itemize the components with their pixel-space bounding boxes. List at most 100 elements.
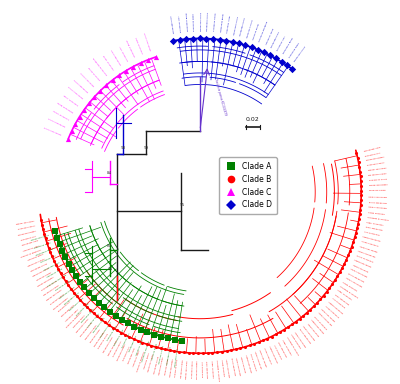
Text: KV340012 China: KV340012 China [175, 359, 179, 377]
Text: MZ231760 China: MZ231760 China [261, 349, 268, 367]
Text: MZ317641 China: MZ317641 China [296, 331, 307, 346]
Point [345, 252, 352, 258]
Point [357, 207, 364, 213]
Point [223, 38, 229, 44]
Point [358, 202, 364, 208]
Point [219, 349, 225, 355]
Text: KX000076 Mongolia: KX000076 Mongolia [47, 275, 66, 287]
Text: MT095486 China: MT095486 China [349, 271, 365, 281]
Point [94, 313, 101, 319]
Text: MZ317642 China: MZ317642 China [237, 357, 242, 375]
Text: MZ231760 China: MZ231760 China [294, 46, 306, 62]
Text: AB000001 Japan: AB000001 Japan [366, 220, 384, 224]
Text: EU440001 USA: EU440001 USA [202, 361, 204, 377]
Point [38, 217, 44, 223]
Text: MH433310 Brazil: MH433310 Brazil [114, 329, 124, 346]
Point [204, 350, 211, 356]
Point [203, 35, 210, 41]
Point [52, 228, 58, 234]
Point [91, 94, 98, 100]
Text: MH433310 Brazil: MH433310 Brazil [197, 361, 198, 379]
Text: KY460000 Spain: KY460000 Spain [194, 13, 195, 31]
Text: MN451340 Brazil: MN451340 Brazil [94, 331, 105, 347]
Text: FJ000034 Korea: FJ000034 Korea [253, 23, 260, 40]
Point [353, 230, 359, 236]
Text: KV340012 China: KV340012 China [214, 13, 217, 31]
Text: 99: 99 [144, 146, 149, 150]
Text: KY460000 Spain: KY460000 Spain [367, 162, 384, 166]
Point [58, 270, 64, 276]
Text: MZ317641 China: MZ317641 China [81, 71, 95, 86]
Point [122, 332, 128, 338]
Point [350, 239, 356, 245]
Point [162, 346, 168, 353]
Point [123, 68, 129, 74]
Point [103, 82, 109, 88]
Point [91, 295, 97, 301]
Text: MZ317642 China: MZ317642 China [69, 86, 84, 98]
Text: MZ317641 China: MZ317641 China [247, 20, 253, 38]
Point [81, 107, 87, 113]
Text: MZ150876 China: MZ150876 China [256, 351, 263, 369]
Text: MN451340 Brazil: MN451340 Brazil [312, 318, 325, 333]
Point [109, 77, 116, 83]
Point [354, 225, 360, 232]
Text: MZ317642 China: MZ317642 China [304, 324, 316, 339]
Text: MT095486 China: MT095486 China [240, 18, 246, 36]
Text: EU440001 USA: EU440001 USA [21, 235, 37, 241]
Point [151, 331, 157, 338]
Point [311, 303, 317, 309]
Point [71, 290, 77, 296]
Text: KY460000 Spain: KY460000 Spain [326, 304, 340, 316]
Point [41, 231, 48, 237]
Text: MH433310 Brazil: MH433310 Brazil [127, 40, 136, 57]
Text: MZ231760 China: MZ231760 China [322, 308, 336, 321]
Text: EU440001 USA: EU440001 USA [120, 46, 129, 61]
Text: MT093486 India: MT093486 India [129, 336, 137, 353]
Point [44, 240, 50, 246]
Text: KY460000 Spain: KY460000 Spain [362, 239, 379, 245]
Text: MZ317641 China: MZ317641 China [159, 345, 164, 364]
Point [101, 304, 108, 310]
Text: AB000001 Japan: AB000001 Japan [23, 245, 40, 252]
Text: 80: 80 [107, 244, 112, 248]
Text: KX000076 Mongolia: KX000076 Mongolia [66, 312, 82, 328]
Text: MT093486 India: MT093486 India [43, 262, 59, 271]
Point [358, 197, 364, 203]
Text: MH433310 Brazil: MH433310 Brazil [18, 231, 36, 236]
Text: KX000076 Mongolia: KX000076 Mongolia [93, 56, 108, 74]
Point [65, 136, 72, 142]
Point [320, 293, 327, 299]
Point [73, 273, 79, 279]
Text: MT093486 India: MT093486 India [335, 293, 350, 303]
Point [39, 222, 45, 228]
Point [251, 341, 257, 347]
Point [329, 281, 335, 288]
Point [348, 243, 355, 250]
Point [273, 331, 279, 338]
Text: FJ000034 Korea: FJ000034 Korea [344, 280, 358, 290]
Point [334, 273, 340, 280]
Point [352, 234, 358, 240]
Text: MZ317641 China: MZ317641 China [227, 359, 231, 377]
Point [144, 341, 150, 348]
Text: MZ317641 China: MZ317641 China [59, 286, 75, 299]
Point [65, 282, 72, 288]
Point [178, 338, 185, 344]
Point [65, 261, 72, 267]
Point [347, 248, 353, 254]
Text: MN451340 Brazil: MN451340 Brazil [221, 13, 224, 32]
Text: MN451340 Brazil: MN451340 Brazil [247, 354, 253, 372]
Text: MZ317641 China: MZ317641 China [368, 205, 387, 207]
Text: EU440001 USA: EU440001 USA [274, 343, 283, 358]
Text: 74: 74 [107, 267, 112, 271]
Point [77, 297, 84, 303]
Text: MZ317642 China: MZ317642 China [234, 16, 239, 35]
Text: 0.02: 0.02 [246, 117, 260, 122]
Text: MH433310 Brazil: MH433310 Brazil [186, 12, 188, 31]
Text: AB000001 Japan: AB000001 Japan [266, 28, 274, 45]
Text: EU440001 USA: EU440001 USA [123, 346, 131, 361]
Point [118, 329, 124, 336]
Text: MZ231760 China: MZ231760 China [368, 168, 386, 171]
Point [153, 344, 159, 350]
